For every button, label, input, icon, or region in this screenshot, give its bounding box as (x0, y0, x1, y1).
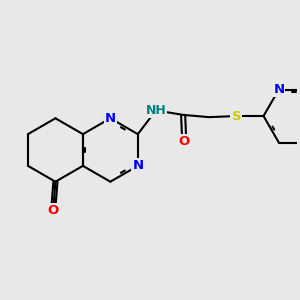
Text: N: N (105, 112, 116, 125)
Text: O: O (48, 204, 59, 217)
Text: O: O (178, 135, 190, 148)
Text: N: N (132, 159, 143, 172)
Text: NH: NH (146, 104, 166, 117)
Text: S: S (232, 110, 241, 122)
Text: N: N (273, 83, 284, 96)
